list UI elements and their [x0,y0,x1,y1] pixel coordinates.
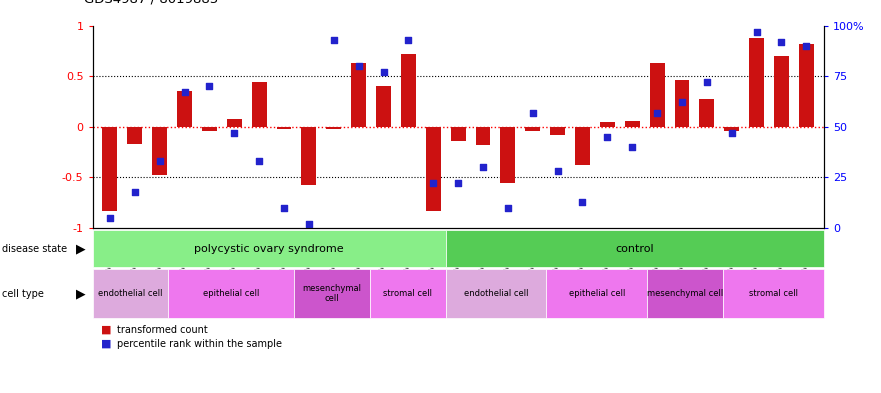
Text: ■: ■ [101,325,112,335]
Point [526,109,540,116]
Point [352,63,366,69]
Bar [326,127,341,129]
Text: mesenchymal cell: mesenchymal cell [647,289,723,298]
Text: control: control [615,244,654,253]
Bar [177,91,192,127]
Point [177,89,191,95]
Bar [525,127,540,131]
Text: ■: ■ [101,339,112,349]
Text: endothelial cell: endothelial cell [98,289,163,298]
Bar [600,122,615,127]
Bar [799,44,814,127]
Bar [128,127,142,144]
Bar [476,127,491,145]
Point [500,204,515,211]
Text: stromal cell: stromal cell [383,289,433,298]
Point [600,134,614,140]
Text: cell type: cell type [2,289,44,299]
Point [227,130,241,136]
Bar [550,127,565,135]
Point [626,144,640,150]
Point [774,39,788,45]
Text: polycystic ovary syndrome: polycystic ovary syndrome [194,244,344,253]
Point [675,99,689,106]
Point [103,215,117,221]
Point [551,168,565,174]
Text: percentile rank within the sample: percentile rank within the sample [117,339,282,349]
Bar [376,86,391,127]
Text: ▶: ▶ [76,287,85,300]
Bar [724,127,739,131]
Point [650,109,664,116]
Bar [451,127,465,141]
Point [426,180,440,187]
Bar [700,99,714,127]
Text: GDS4987 / 8019885: GDS4987 / 8019885 [84,0,218,6]
Text: endothelial cell: endothelial cell [463,289,529,298]
Point [327,37,341,43]
Bar [102,127,117,211]
Bar [301,127,316,185]
Point [402,37,416,43]
Bar [774,56,788,127]
Bar [575,127,590,165]
Text: stromal cell: stromal cell [749,289,798,298]
Bar [401,54,416,127]
Text: epithelial cell: epithelial cell [203,289,259,298]
Bar [426,127,440,211]
Bar [649,63,664,127]
Point [277,204,291,211]
Text: epithelial cell: epithelial cell [568,289,625,298]
Point [203,83,217,89]
Bar [500,127,515,184]
Bar [352,63,366,127]
Point [302,221,316,227]
Text: disease state: disease state [2,244,67,253]
Point [152,158,167,164]
Bar [277,127,292,129]
Point [575,198,589,205]
Text: transformed count: transformed count [117,325,208,335]
Text: mesenchymal
cell: mesenchymal cell [302,284,361,303]
Point [128,188,142,195]
Point [725,130,739,136]
Bar [625,121,640,127]
Point [476,164,490,170]
Point [750,28,764,35]
Point [451,180,465,187]
Bar [252,82,267,127]
Text: ▶: ▶ [76,242,85,255]
Bar [152,127,167,175]
Point [700,79,714,85]
Point [799,42,813,49]
Point [376,69,390,75]
Point [252,158,266,164]
Bar [202,127,217,131]
Bar [675,80,690,127]
Bar [749,38,764,127]
Bar [226,119,241,127]
